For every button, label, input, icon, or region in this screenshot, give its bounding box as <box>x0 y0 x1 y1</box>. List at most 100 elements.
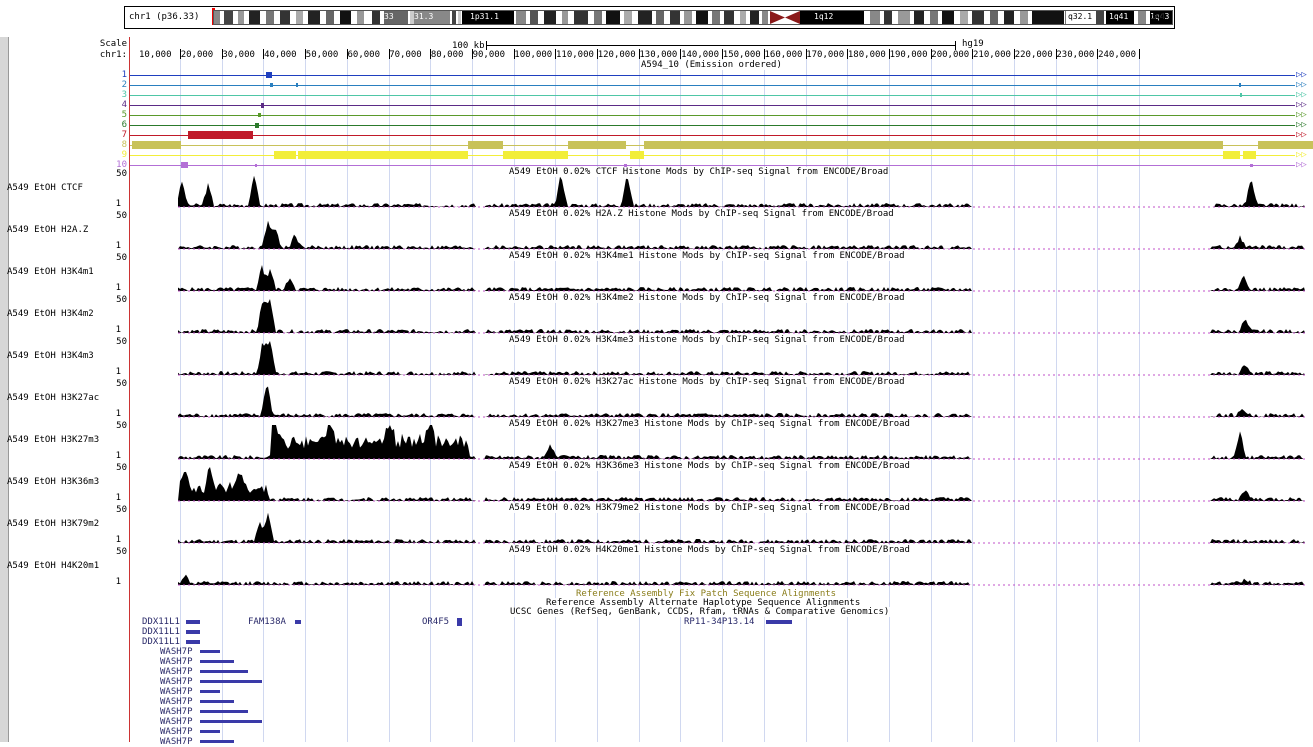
chromhmm-segment[interactable] <box>1243 151 1256 159</box>
chromhmm-segment[interactable] <box>644 141 1223 149</box>
chromhmm-segment[interactable] <box>630 151 644 159</box>
gene-name[interactable]: OR4F5 <box>422 617 450 627</box>
chromhmm-segment[interactable] <box>255 122 259 128</box>
chromhmm-segment[interactable] <box>1240 93 1242 97</box>
ruler-tick-label: 70,000 <box>389 50 422 60</box>
signal-track-label[interactable]: A549 EtOH H3K4m2 <box>7 309 94 319</box>
ruler-tick-label: 140,000 <box>681 50 720 60</box>
chromhmm-segment[interactable] <box>181 162 188 168</box>
centromere-icon <box>770 11 800 24</box>
chromhmm-segment[interactable] <box>255 163 257 167</box>
signal-track-label[interactable]: A549 EtOH H3K4m3 <box>7 351 94 361</box>
gene-name[interactable]: WASH7P <box>160 707 193 717</box>
chromhmm-segment[interactable] <box>261 102 264 108</box>
signal-track-label[interactable]: A549 EtOH H3K79m2 <box>7 519 100 529</box>
gene-glyph[interactable] <box>200 680 262 683</box>
gridline <box>930 57 932 742</box>
chromhmm-arrow-icon: ▷▷ <box>1296 130 1307 140</box>
gene-name[interactable]: DDX11L1 <box>142 627 180 637</box>
gene-name[interactable]: WASH7P <box>160 657 193 667</box>
signal-track-plot[interactable] <box>130 381 1313 423</box>
chromhmm-segment[interactable] <box>1223 151 1240 159</box>
track-controls-strip[interactable] <box>0 37 9 742</box>
signal-track-plot[interactable] <box>130 339 1313 381</box>
axis-max-label: 50 <box>116 505 127 515</box>
signal-track-plot[interactable] <box>130 297 1313 339</box>
chromhmm-state-label: 8 <box>121 140 127 150</box>
chromhmm-segment[interactable] <box>270 83 273 87</box>
chromhmm-segment[interactable] <box>296 83 298 87</box>
chromhmm-segment[interactable] <box>258 113 261 117</box>
band-label: 1p31.1 <box>470 12 499 21</box>
gene-name[interactable]: WASH7P <box>160 697 193 707</box>
gene-glyph[interactable] <box>200 700 234 703</box>
gene-glyph[interactable] <box>766 620 792 624</box>
chromhmm-segment[interactable] <box>1258 141 1313 149</box>
gene-glyph[interactable] <box>200 670 248 673</box>
gene-glyph[interactable] <box>186 640 200 644</box>
signal-area <box>178 425 1305 459</box>
gridline <box>221 57 223 742</box>
band-label: q32.1 <box>1068 12 1093 21</box>
signal-track-plot[interactable] <box>130 507 1313 549</box>
chromhmm-segment[interactable] <box>132 141 181 149</box>
gene-name[interactable]: DDX11L1 <box>142 617 180 627</box>
gridline <box>1139 57 1141 742</box>
chromhmm-segment[interactable] <box>468 141 503 149</box>
signal-track-plot[interactable] <box>130 213 1313 255</box>
gene-name[interactable]: WASH7P <box>160 717 193 727</box>
signal-track-label[interactable]: A549 EtOH CTCF <box>7 183 83 193</box>
signal-track-label[interactable]: A549 EtOH H4K20m1 <box>7 561 100 571</box>
chromhmm-segment[interactable] <box>298 151 468 159</box>
gene-glyph[interactable] <box>200 660 234 663</box>
signal-track-plot[interactable] <box>130 423 1313 465</box>
ruler-tick <box>763 49 765 59</box>
signal-track-plot[interactable] <box>130 549 1313 591</box>
gene-glyph[interactable] <box>200 650 220 653</box>
signal-track-title: A549 EtOH 0.02% H3K4me1 Histone Mods by … <box>508 251 906 261</box>
chromosome-ideogram[interactable]: chr1 (p36.33) 33 31.3 1p31.1 <box>124 6 1175 29</box>
chromhmm-segment[interactable] <box>624 163 627 167</box>
gene-name[interactable]: RP11-34P13.14 <box>684 617 755 627</box>
gene-name[interactable]: WASH7P <box>160 647 193 657</box>
ruler-tick-label: 40,000 <box>264 50 297 60</box>
gene-name[interactable]: WASH7P <box>160 677 193 687</box>
gene-glyph[interactable] <box>295 620 301 624</box>
scale-tick <box>955 41 956 50</box>
gene-name[interactable]: WASH7P <box>160 737 193 747</box>
chromhmm-segment[interactable] <box>266 72 272 78</box>
signal-track-plot[interactable] <box>130 465 1313 507</box>
chromhmm-segment[interactable] <box>568 141 626 149</box>
ideogram-bands[interactable]: 33 31.3 1p31.1 1q12 <box>213 10 1173 25</box>
gene-name[interactable]: WASH7P <box>160 667 193 677</box>
ruler-tick-label: 150,000 <box>722 50 761 60</box>
signal-track-label[interactable]: A549 EtOH H3K4m1 <box>7 267 94 277</box>
chromhmm-segment[interactable] <box>188 131 253 139</box>
gene-glyph[interactable] <box>200 690 220 693</box>
gene-glyph[interactable] <box>186 620 200 624</box>
gene-name[interactable]: WASH7P <box>160 687 193 697</box>
ruler-tick-label: 210,000 <box>973 50 1011 60</box>
signal-track-plot[interactable] <box>130 255 1313 297</box>
signal-track-label[interactable]: A549 EtOH H2A.Z <box>7 225 89 235</box>
gene-glyph[interactable] <box>200 720 262 723</box>
gene-name[interactable]: FAM138A <box>248 617 286 627</box>
chromhmm-segment[interactable] <box>274 151 296 159</box>
gene-glyph[interactable] <box>457 618 462 626</box>
signal-track-label[interactable]: A549 EtOH H3K27ac <box>7 393 100 403</box>
chromhmm-segment[interactable] <box>503 151 568 159</box>
genome-browser-panel: Scale chr1: 1 2 3 4 5 6 7 8 9 10 A549 EtOH CTCF 50… <box>0 37 1313 747</box>
gene-name[interactable]: DDX11L1 <box>142 637 180 647</box>
gene-glyph[interactable] <box>200 730 220 733</box>
track-data-area[interactable]: 100 kb hg19 10,000 20,000 30,000 40,000 50,0… <box>130 37 1313 747</box>
chromhmm-segment[interactable] <box>1239 83 1241 87</box>
ruler-tick <box>305 49 307 59</box>
chromhmm-segment[interactable] <box>1250 163 1253 167</box>
gene-glyph[interactable] <box>200 710 248 713</box>
signal-track-label[interactable]: A549 EtOH H3K36m3 <box>7 477 100 487</box>
gene-glyph[interactable] <box>186 630 200 634</box>
signal-track-plot[interactable] <box>130 171 1313 213</box>
gridline <box>722 57 724 742</box>
gene-name[interactable]: WASH7P <box>160 727 193 737</box>
signal-track-label[interactable]: A549 EtOH H3K27m3 <box>7 435 100 445</box>
